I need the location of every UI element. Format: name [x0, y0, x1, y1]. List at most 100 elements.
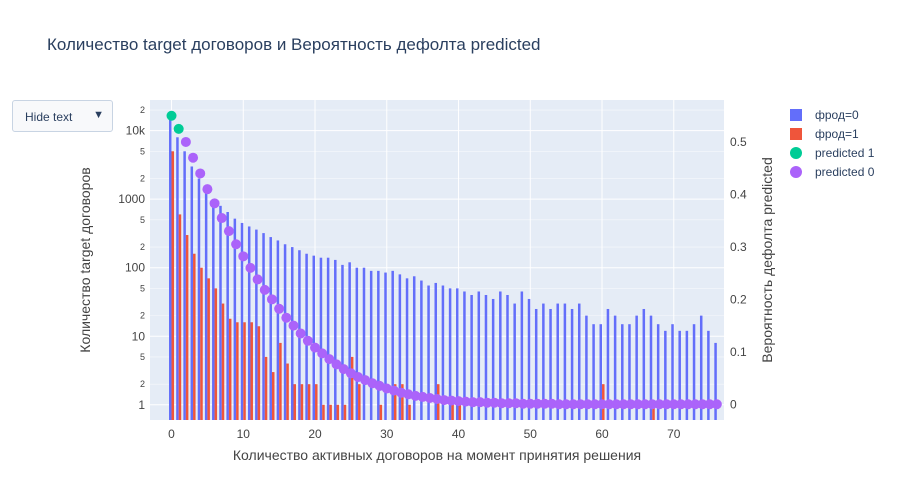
point-predicted 0	[711, 399, 722, 410]
point-predicted 0	[618, 399, 629, 410]
bar-фрод=0	[714, 342, 717, 420]
point-predicted 0	[216, 213, 227, 224]
y-minor-tick-label: 2	[140, 105, 145, 115]
point-predicted 0	[467, 397, 478, 408]
point-predicted 0	[331, 359, 342, 370]
bar-фрод=0	[577, 303, 581, 420]
bar-фрод=0	[484, 294, 488, 420]
bar-фрод=0	[290, 247, 294, 420]
bar-фрод=0	[649, 315, 653, 420]
bar-фрод=0	[585, 315, 588, 420]
point-predicted 0	[238, 251, 249, 262]
point-predicted 0	[446, 395, 457, 406]
point-predicted 0	[704, 399, 715, 410]
y-minor-tick-label: 2	[140, 311, 145, 321]
y-minor-tick-label: 2	[140, 174, 145, 184]
y-tick-label: 1	[138, 398, 145, 412]
bar-фрод=0	[491, 298, 495, 420]
bar-фрод=0	[477, 291, 481, 420]
point-predicted 0	[245, 262, 256, 273]
bar-фрод=1	[200, 267, 203, 420]
bar-фрод=1	[458, 404, 462, 420]
bar-фрод=0	[470, 294, 473, 420]
bars	[169, 118, 717, 420]
bar-фрод=1	[221, 303, 225, 420]
bar-фрод=0	[384, 272, 387, 420]
y2-tick-label: 0.2	[730, 292, 747, 306]
bar-фрод=0	[534, 308, 538, 420]
legend-label: фрод=1	[815, 127, 859, 141]
x-tick-label: 50	[524, 427, 538, 441]
bar-фрод=0	[283, 244, 287, 420]
bar-фрод=0	[692, 324, 696, 420]
bar-фрод=0	[204, 189, 208, 420]
point-predicted 0	[575, 399, 586, 410]
point-predicted 0	[647, 399, 658, 410]
point-predicted 0	[532, 398, 543, 409]
legend[interactable]: фрод=0 фрод=1 predicted 1 predicted 0	[790, 108, 875, 179]
bar-фрод=1	[228, 318, 232, 420]
bar-фрод=0	[685, 330, 689, 420]
bar-фрод=1	[343, 404, 347, 420]
point-predicted 0	[654, 399, 665, 410]
point-predicted 0	[525, 398, 536, 409]
y-minor-tick-label: 5	[140, 352, 145, 362]
point-predicted 0	[640, 399, 651, 410]
bar-фрод=0	[183, 151, 186, 420]
bar-фрод=0	[520, 291, 524, 420]
point-predicted 0	[632, 399, 643, 410]
bar-фрод=0	[341, 264, 344, 420]
y-minor-tick-label: 2	[140, 242, 145, 252]
bar-фрод=0	[549, 308, 552, 420]
point-predicted 1	[173, 123, 184, 134]
legend-label: predicted 0	[815, 165, 875, 179]
x-tick-label: 10	[237, 427, 251, 441]
point-predicted 0	[482, 397, 493, 408]
bar-фрод=0	[699, 315, 703, 420]
bar-фрод=1	[350, 356, 354, 420]
point-predicted 0	[496, 398, 507, 409]
point-predicted 0	[589, 399, 600, 410]
point-predicted 0	[317, 348, 328, 359]
x-tick-label: 30	[380, 427, 394, 441]
bar-фрод=0	[563, 303, 567, 420]
point-predicted 1	[166, 110, 177, 121]
y2-tick-label: 0.3	[730, 240, 747, 254]
point-predicted 0	[503, 398, 514, 409]
bar-фрод=0	[441, 285, 445, 420]
bar-фрод=0	[169, 118, 172, 420]
bar-фрод=1	[279, 342, 282, 420]
bar-фрод=0	[412, 276, 416, 420]
bar-фрод=0	[570, 308, 574, 420]
point-predicted 0	[274, 303, 285, 314]
point-predicted 0	[553, 399, 564, 410]
bar-фрод=0	[506, 294, 509, 420]
y2-tick-label: 0.1	[730, 345, 747, 359]
y-tick-label: 1000	[118, 192, 145, 206]
bar-фрод=0	[190, 166, 194, 420]
bar-фрод=1	[393, 384, 397, 420]
bar-фрод=0	[319, 257, 323, 420]
x-tick-label: 0	[168, 427, 175, 441]
y-tick-label: 10k	[126, 124, 146, 138]
point-predicted 0	[625, 399, 636, 410]
x-tick-label: 70	[667, 427, 681, 441]
chevron-down-icon: ▼	[93, 109, 104, 121]
bar-фрод=1	[329, 404, 332, 420]
bar-фрод=0	[642, 308, 646, 420]
bar-фрод=0	[463, 291, 466, 420]
bar-фрод=1	[336, 404, 340, 420]
point-predicted 0	[460, 396, 471, 407]
text-toggle-dropdown[interactable]: Hide text ▼	[12, 100, 113, 132]
point-predicted 0	[310, 342, 321, 353]
point-predicted 0	[597, 399, 608, 410]
y-minor-tick-label: 2	[140, 379, 145, 389]
bar-фрод=1	[250, 322, 253, 420]
bar-фрод=0	[434, 282, 437, 420]
bar-фрод=1	[408, 404, 411, 420]
point-predicted 0	[324, 354, 335, 365]
bar-фрод=0	[355, 267, 359, 420]
x-tick-label: 40	[452, 427, 466, 441]
bar-фрод=0	[527, 298, 531, 420]
